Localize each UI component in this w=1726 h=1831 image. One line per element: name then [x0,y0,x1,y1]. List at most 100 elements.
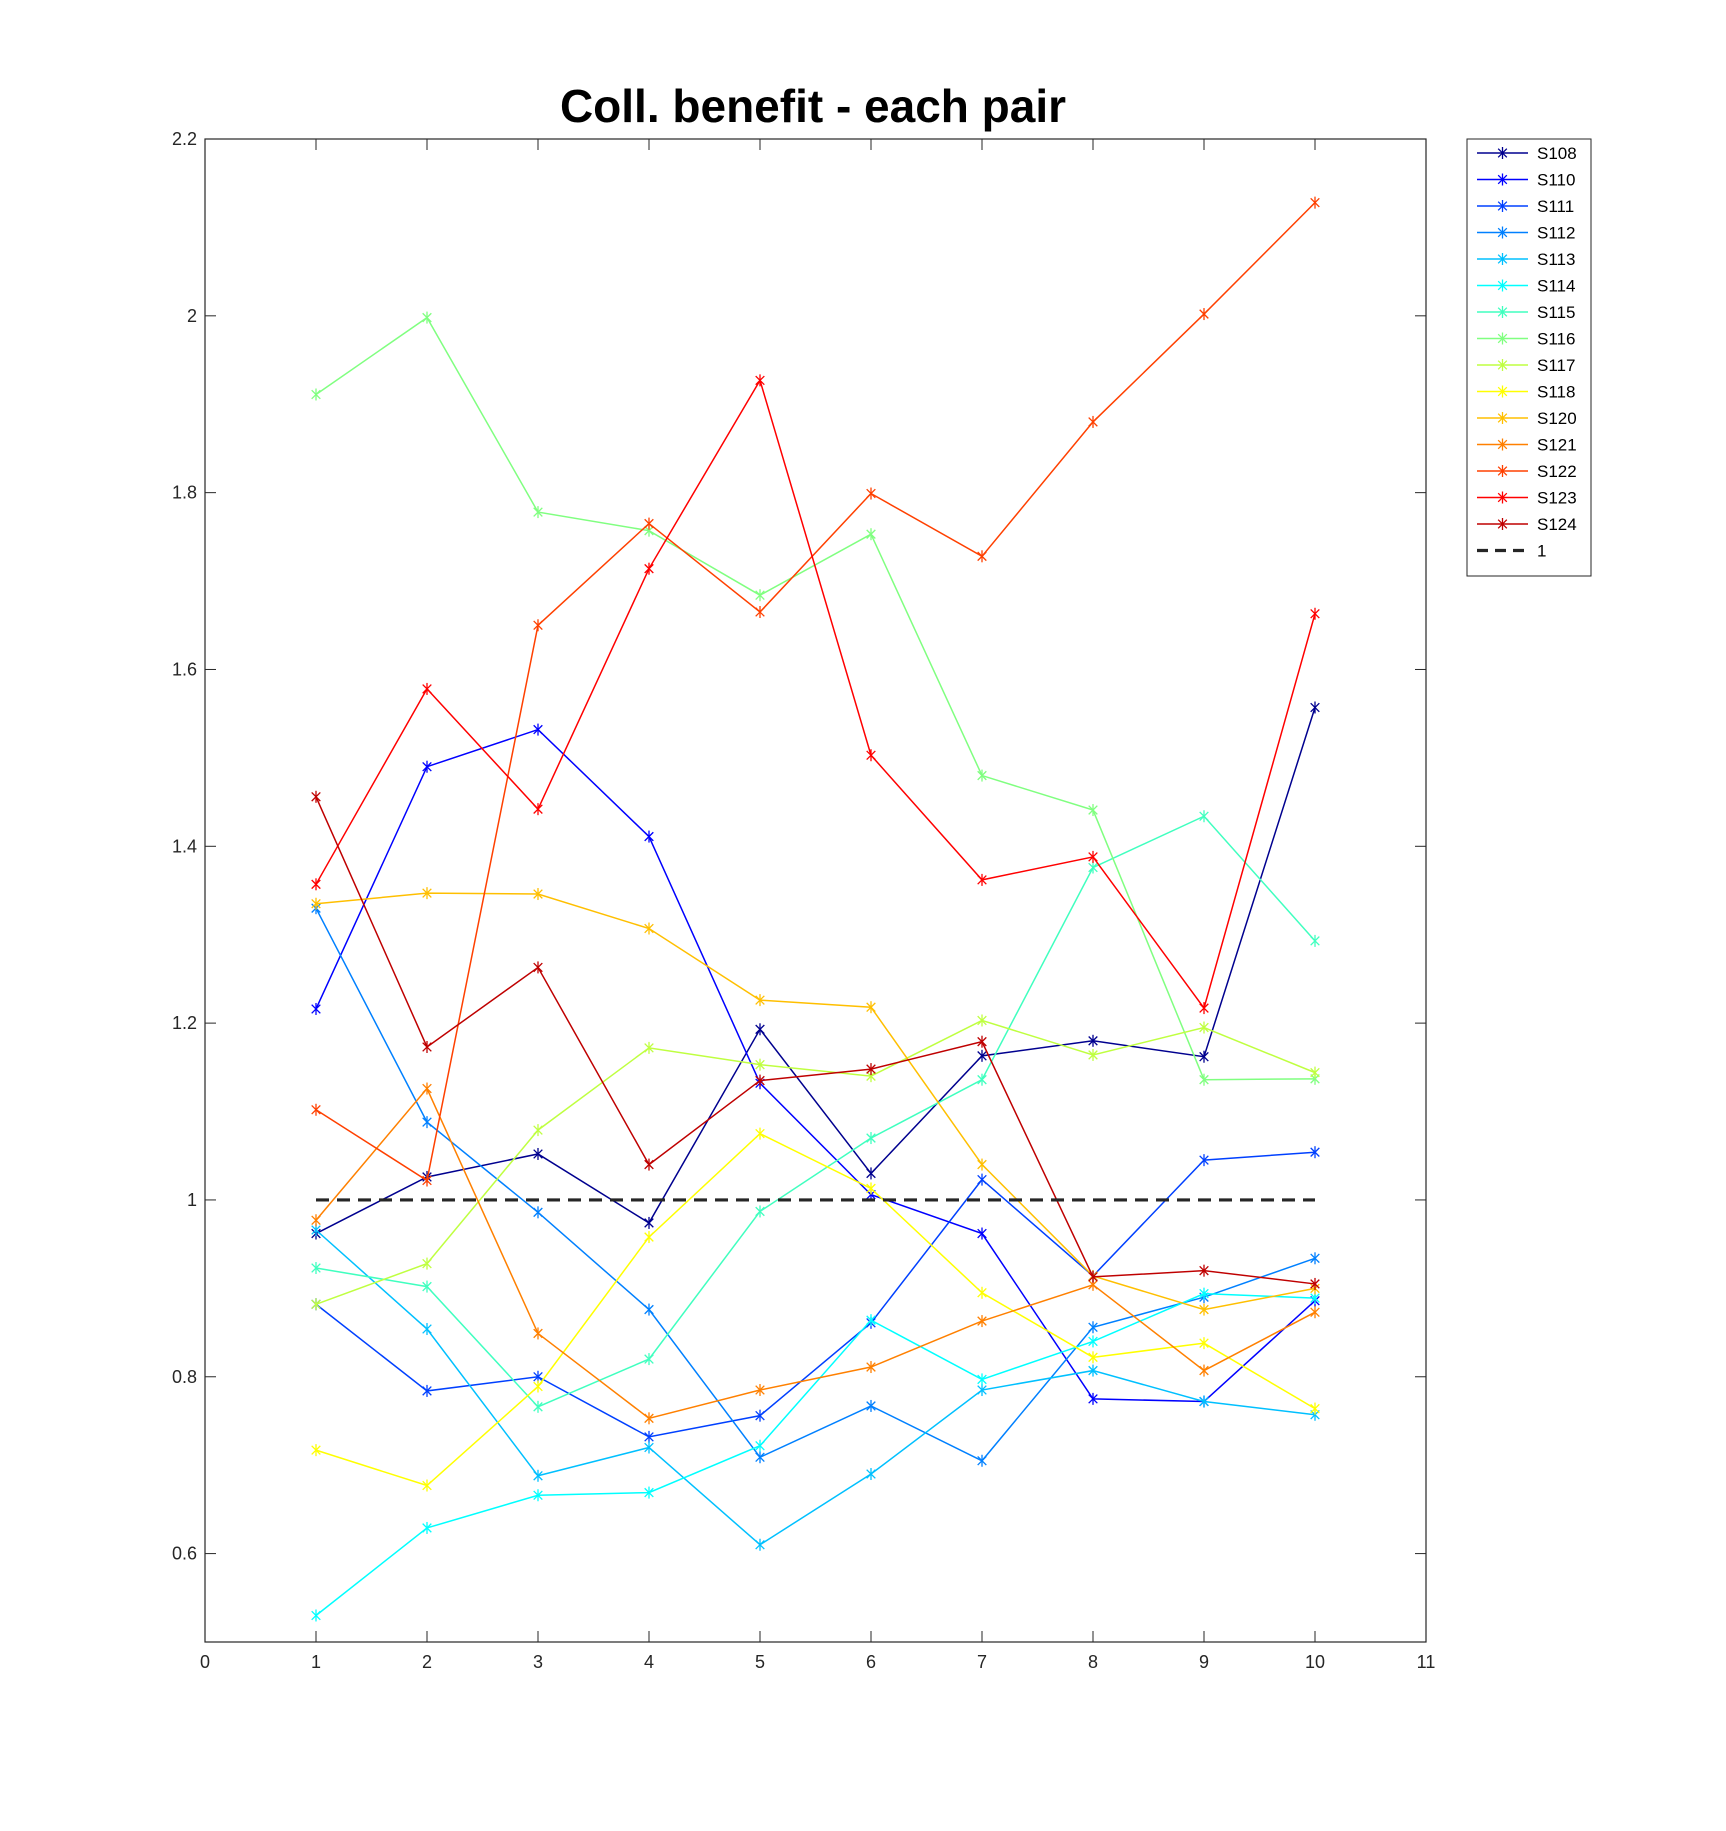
marker-stroke [644,1304,654,1315]
data-point [1199,1303,1209,1316]
marker-stroke [755,1059,765,1070]
data-point [755,994,765,1007]
marker-stroke [755,1128,765,1139]
data-point [866,1468,876,1481]
legend-item: S122 [1477,462,1577,481]
marker-stroke [1088,1050,1098,1060]
data-point [866,749,876,762]
legend-label: S117 [1537,356,1575,375]
data-point [1088,861,1098,874]
data-point [866,528,876,541]
data-point [533,1380,543,1393]
marker-stroke [422,1258,432,1269]
legend-item: S112 [1477,224,1575,243]
marker-stroke [977,1385,987,1395]
data-point [311,1002,321,1015]
data-point [755,589,765,602]
data-point [311,1609,321,1622]
marker-stroke [422,684,432,694]
marker-stroke [1199,1288,1209,1299]
data-point [755,1409,765,1422]
marker-stroke [977,551,987,562]
marker-stroke [1310,1279,1320,1289]
data-point [533,1147,543,1160]
series-S114 [311,1287,1320,1622]
marker-stroke [1497,466,1508,476]
legend-item: S124 [1477,515,1577,534]
chart-title: Coll. benefit - each pair [560,80,1066,132]
series-line [315,202,1316,1182]
marker-stroke [422,1281,432,1292]
legend-label: S124 [1537,515,1577,534]
data-point [1088,850,1098,863]
marker-stroke [1088,1322,1098,1333]
data-point [422,1174,432,1187]
marker-stroke [866,1071,876,1081]
marker-stroke [1310,1067,1320,1078]
marker-stroke [977,1287,987,1298]
marker-stroke [977,1036,987,1047]
marker-stroke [755,375,765,386]
data-point [533,1124,543,1137]
marker-stroke [533,1125,543,1135]
data-point [644,517,654,530]
axis-ticks: 0 1 2 3 4 5 6 7 8 9 10 11 0.6 0.8 1 1.2 1.4 1.6 1.8 2 2.2 [172,129,1435,1672]
marker-stroke [1199,811,1209,822]
data-point [422,1521,432,1534]
data-point [755,1058,765,1071]
legend-marker [1497,253,1508,265]
y-tick-label: 1.2 [172,1013,197,1033]
marker-stroke [422,1324,432,1334]
marker-stroke [977,1015,987,1026]
legend-label: S110 [1537,171,1575,190]
legend-item: S117 [1477,356,1575,375]
marker-stroke [1088,417,1098,427]
marker-stroke [644,518,654,529]
marker-stroke [1088,862,1098,873]
data-point [1088,1321,1098,1334]
marker-stroke [1310,608,1320,619]
data-point [422,311,432,324]
marker-stroke [311,1225,321,1235]
marker-stroke [644,831,654,842]
data-point [644,1430,654,1443]
x-tick-label: 4 [644,1652,654,1672]
data-point [1088,1048,1098,1061]
data-point [755,1205,765,1218]
data-point [1310,1252,1320,1265]
marker-stroke [866,1133,876,1143]
y-tick-label: 1.6 [172,659,197,679]
data-point [977,1035,987,1048]
data-point [422,760,432,773]
legend-marker [1497,465,1508,477]
marker-stroke [533,1381,543,1392]
data-point [977,1227,987,1240]
legend-label: S111 [1537,197,1574,216]
marker-stroke [311,389,321,400]
marker-stroke [533,962,543,973]
series-S116 [311,311,1320,1086]
legend-label: S114 [1537,277,1575,296]
data-point [311,790,321,803]
marker-stroke [644,1043,654,1053]
legend-marker [1497,200,1508,212]
marker-stroke [977,1228,987,1239]
marker-stroke [866,1002,876,1012]
marker-stroke [1497,386,1508,397]
marker-stroke [311,1610,321,1621]
data-point [977,1454,987,1467]
data-point [644,1441,654,1454]
marker-stroke [977,1374,987,1385]
data-point [533,1327,543,1340]
marker-stroke [1199,1304,1209,1315]
legend-item: S123 [1477,489,1577,508]
marker-stroke [644,525,654,536]
x-tick-label: 2 [422,1652,432,1672]
data-point [977,1158,987,1171]
data-point [1310,1306,1320,1319]
marker-stroke [1497,439,1508,450]
marker-stroke [311,1215,321,1226]
marker-stroke [311,1263,321,1273]
data-point [533,1206,543,1219]
data-point [644,1486,654,1499]
